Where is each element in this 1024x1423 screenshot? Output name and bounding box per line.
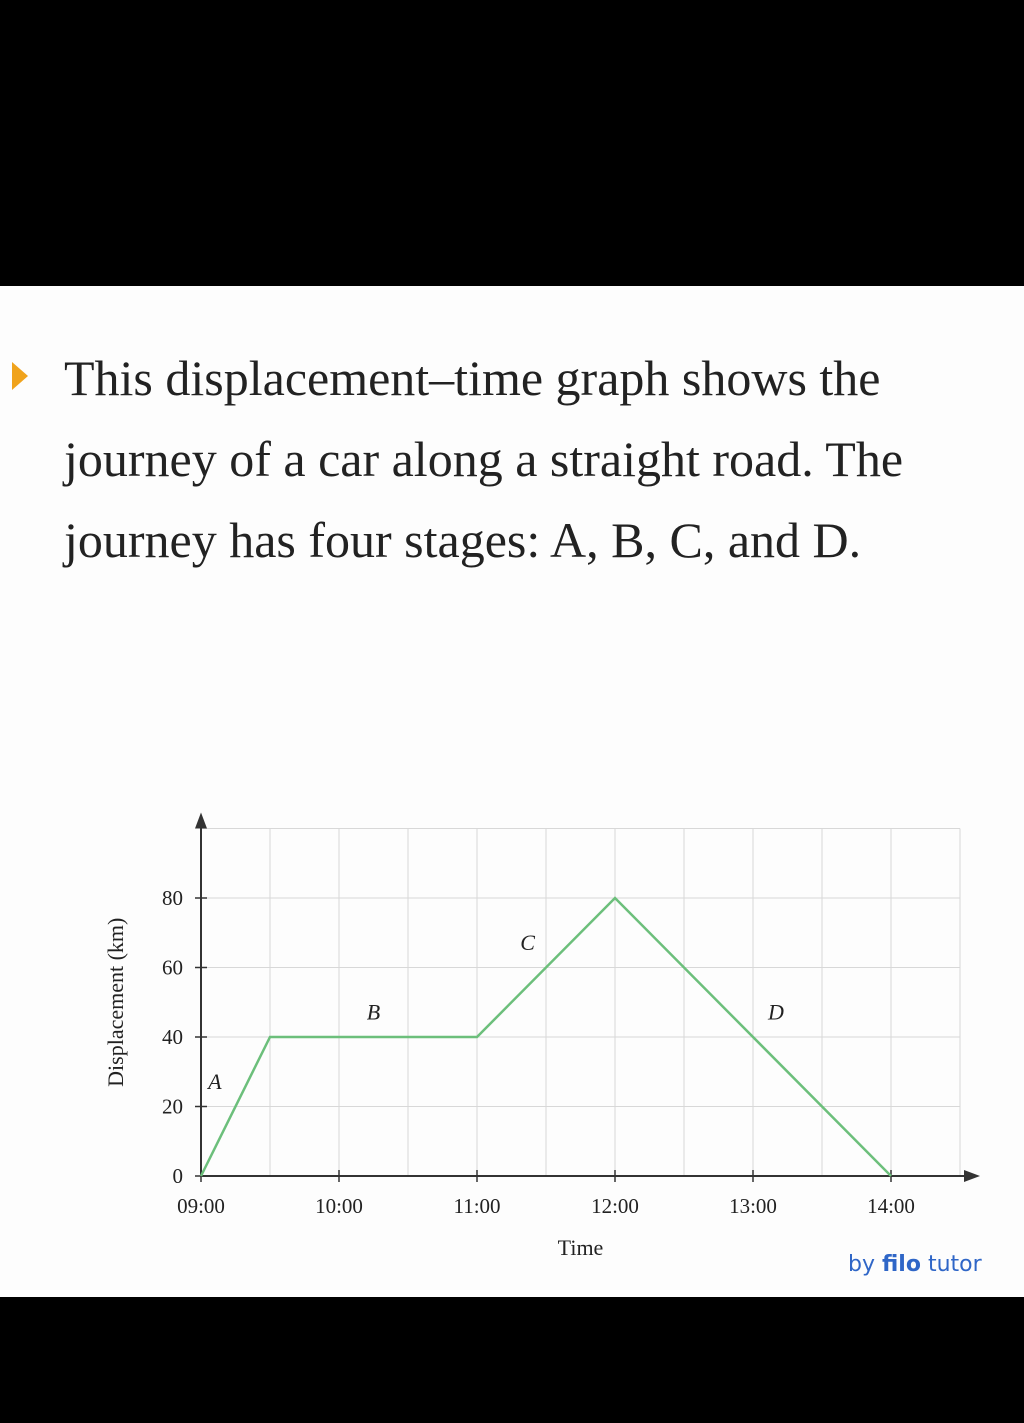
bullet-triangle-icon (12, 362, 28, 390)
x-tick-label: 11:00 (453, 1194, 500, 1218)
y-tick-label: 80 (162, 886, 183, 910)
y-tick-label: 60 (162, 956, 183, 980)
y-tick-label: 40 (162, 1025, 183, 1049)
brand-name: filo (881, 1252, 921, 1277)
stage-label-c: C (520, 930, 535, 955)
content-panel: This displacement–time graph shows the j… (0, 286, 1024, 1297)
brand-logo: by filo tutor (848, 1252, 982, 1277)
x-axis-label: Time (558, 1235, 604, 1260)
x-tick-label: 09:00 (177, 1194, 225, 1218)
brand-suffix: tutor (927, 1252, 982, 1277)
x-axis-arrow-icon (964, 1170, 980, 1182)
x-tick-label: 14:00 (867, 1194, 915, 1218)
x-tick-label: 10:00 (315, 1194, 363, 1218)
brand-prefix: by (848, 1252, 875, 1277)
y-axis-label: Displacement (km) (103, 918, 128, 1087)
question-text: This displacement–time graph shows the j… (64, 350, 904, 568)
y-tick-label: 20 (162, 1095, 183, 1119)
x-tick-label: 13:00 (729, 1194, 777, 1218)
displacement-time-chart: 0 20 40 60 80 09:00 10:00 11:00 12:00 13:00 14:00 T… (103, 812, 980, 1260)
stage-label-a: A (206, 1069, 222, 1094)
y-axis-arrow-icon (195, 812, 207, 829)
stage-label-b: B (367, 1000, 380, 1025)
x-tick-label: 12:00 (591, 1194, 639, 1218)
stage-label-d: D (767, 1000, 784, 1025)
y-tick-label: 0 (173, 1164, 184, 1188)
